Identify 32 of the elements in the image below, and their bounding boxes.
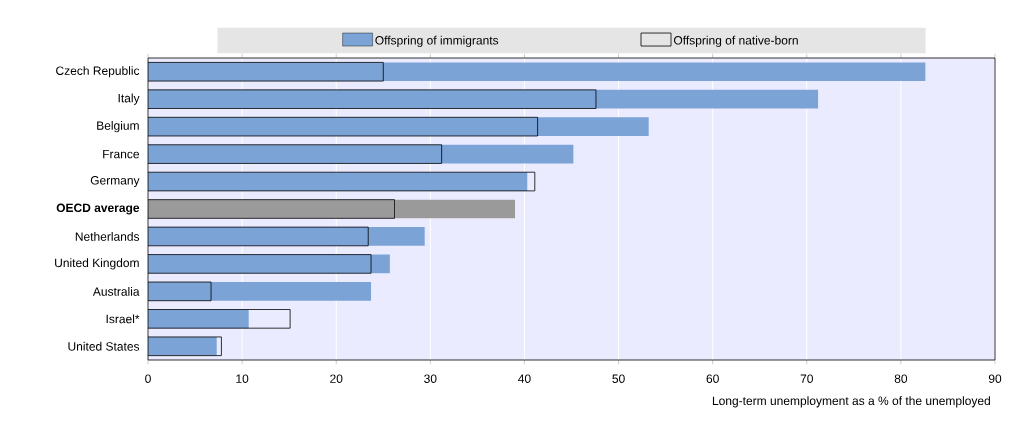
y-tick-label: OECD average <box>56 203 140 215</box>
x-tick-label: 30 <box>424 374 437 383</box>
y-tick-label: Germany <box>90 176 140 187</box>
y-tick-label: France <box>103 149 140 159</box>
x-tick-label: 20 <box>330 374 343 383</box>
y-tick-label: Czech Republic <box>56 66 140 78</box>
x-tick-label: 80 <box>894 374 908 383</box>
y-tick-label: Israel* <box>106 314 140 324</box>
bar <box>148 282 372 301</box>
x-tick-label: 50 <box>612 374 625 383</box>
x-tick-label: 0 <box>145 374 151 383</box>
bar <box>148 144 574 164</box>
y-tick-label: Netherlands <box>75 232 140 241</box>
bar <box>148 309 249 329</box>
y-tick-label: Australia <box>92 286 140 296</box>
y-tick-label: United States <box>68 341 140 351</box>
x-tick-label: 60 <box>706 374 719 383</box>
x-tick-label: 70 <box>800 374 813 383</box>
x-tick-label: 40 <box>518 374 531 383</box>
bar <box>148 89 819 109</box>
y-tick-label: Belgium <box>97 121 139 133</box>
x-tick-label: 10 <box>236 374 249 383</box>
legend-label: Offspring of immigrants <box>375 35 499 47</box>
bar <box>148 62 926 82</box>
x-tick-label: 90 <box>988 374 1002 383</box>
bar <box>148 117 649 136</box>
bar <box>148 199 516 219</box>
y-tick-label: Italy <box>118 93 140 105</box>
y-tick-label: United Kingdom <box>55 258 139 270</box>
bar <box>148 227 425 246</box>
legend-label: Offspring of native-born <box>673 35 798 47</box>
x-axis-title: Long-term unemployment as a % of the unemployed <box>712 396 990 408</box>
